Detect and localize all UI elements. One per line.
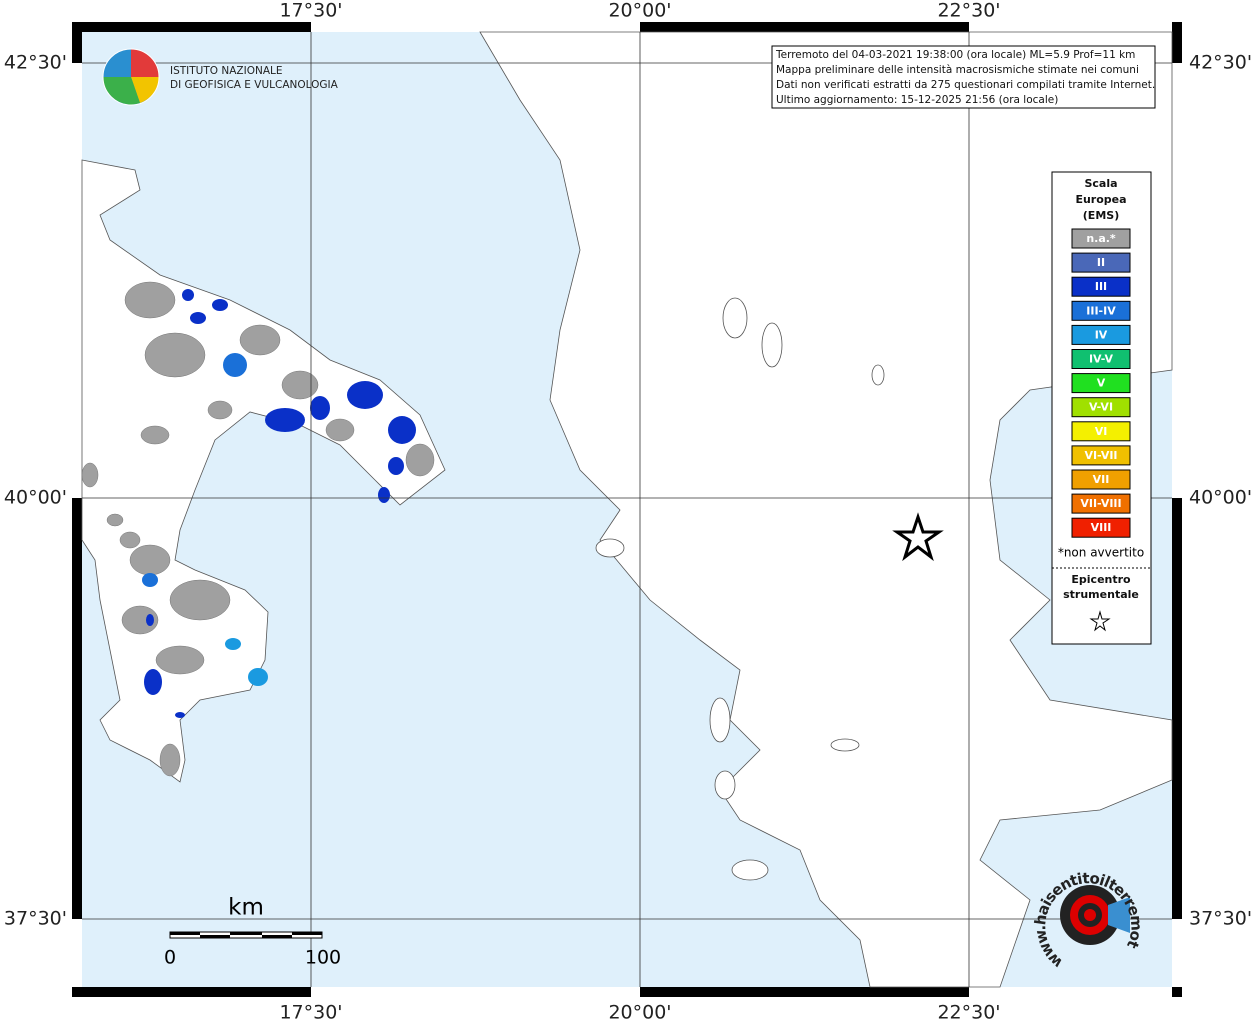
lat-label: 42°30' xyxy=(4,52,67,74)
legend-swatch xyxy=(1071,517,1131,538)
legend-label: n.a.* xyxy=(1086,232,1116,245)
legend-swatch xyxy=(1071,276,1131,297)
logo-text: DI GEOFISICA E VULCANOLOGIA xyxy=(170,79,339,91)
lat-label: 40°00' xyxy=(1189,487,1252,509)
lon-label: 20°00' xyxy=(608,0,671,22)
legend-swatch xyxy=(1071,469,1131,490)
legend-swatch xyxy=(1071,445,1131,466)
legend-label: V xyxy=(1097,377,1106,390)
legend-epicenter: Epicentro xyxy=(1071,573,1131,586)
lon-label: 20°00' xyxy=(608,1002,671,1024)
legend-label: III-IV xyxy=(1086,304,1116,317)
legend-swatch xyxy=(1071,349,1131,369)
legend-label: IV xyxy=(1095,328,1108,341)
lat-label: 42°30' xyxy=(1189,52,1252,74)
lat-label: 40°00' xyxy=(4,487,67,509)
legend-swatch xyxy=(1071,421,1131,442)
ingv-logo: ISTITUTO NAZIONALE DI GEOFISICA E VULCAN… xyxy=(102,48,339,106)
info-line: Terremoto del 04-03-2021 19:38:00 (ora l… xyxy=(775,49,1135,61)
municipalities xyxy=(81,281,435,777)
legend-swatch xyxy=(1071,228,1131,249)
lon-label: 17°30' xyxy=(279,1002,342,1024)
legend-label: VII xyxy=(1093,473,1110,486)
epicenter-star xyxy=(892,512,944,562)
lon-label: 22°30' xyxy=(937,1002,1000,1024)
legend-swatch xyxy=(1071,300,1131,321)
legend-title: Scala xyxy=(1084,177,1117,190)
legend-title: (EMS) xyxy=(1083,209,1119,222)
legend-label: V-VI xyxy=(1089,401,1113,414)
legend-swatch xyxy=(1071,373,1131,394)
land xyxy=(81,31,1173,988)
info-line: Ultimo aggiornamento: 15-12-2025 21:56 (… xyxy=(776,94,1058,106)
legend-title: Europea xyxy=(1075,193,1126,206)
frame-ticks xyxy=(72,22,1182,997)
legend-swatch xyxy=(1071,324,1131,345)
scale-unit: km xyxy=(228,895,264,921)
scale-bar: km 0 100 xyxy=(164,895,341,969)
legend-label: VI xyxy=(1095,425,1108,438)
legend-label: VIII xyxy=(1091,521,1112,534)
lat-label: 37°30' xyxy=(1189,908,1252,930)
legend-label: II xyxy=(1097,256,1105,269)
legend-swatch xyxy=(1071,397,1131,418)
scale-label: 100 xyxy=(305,947,341,969)
legend-note: *non avvertito xyxy=(1058,546,1144,560)
lon-label: 17°30' xyxy=(279,0,342,22)
lat-label: 37°30' xyxy=(4,908,67,930)
legend-swatch xyxy=(1071,493,1131,514)
info-line: Dati non verificati estratti da 275 ques… xyxy=(776,79,1155,91)
logo-text: ISTITUTO NAZIONALE xyxy=(170,65,283,77)
legend-epicenter: strumentale xyxy=(1063,588,1139,601)
lon-label: 22°30' xyxy=(937,0,1000,22)
legend-star xyxy=(1089,610,1111,632)
legend-label: VI-VII xyxy=(1084,449,1117,462)
info-line: Mappa preliminare delle intensità macros… xyxy=(776,64,1139,76)
legend-label: VII-VIII xyxy=(1080,497,1121,510)
scale-label: 0 xyxy=(164,947,176,969)
legend-label: IV-V xyxy=(1089,353,1114,366)
info-box xyxy=(771,45,1156,109)
legend-label: III xyxy=(1095,280,1107,293)
legend-swatch xyxy=(1071,252,1131,273)
